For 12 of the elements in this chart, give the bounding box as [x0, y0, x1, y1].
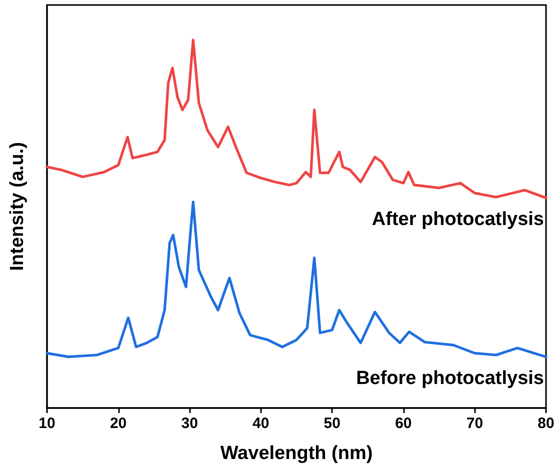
x-tick-label: 30 [181, 415, 198, 432]
series-label: After photocatlysis [372, 208, 544, 230]
x-tick-label: 60 [395, 415, 412, 432]
x-tick-label: 80 [538, 415, 554, 432]
x-tick-label: 10 [38, 415, 56, 432]
x-tick-label: 40 [252, 415, 270, 432]
x-tick-label: 50 [324, 415, 340, 432]
y-axis-title: Intensity (a.u.) [7, 142, 28, 271]
x-axis-title: Wavelength (nm) [220, 443, 373, 464]
x-tick-label: 70 [466, 415, 484, 432]
series-label: Before photocatlysis [356, 368, 544, 389]
x-tick-label: 20 [110, 415, 127, 432]
